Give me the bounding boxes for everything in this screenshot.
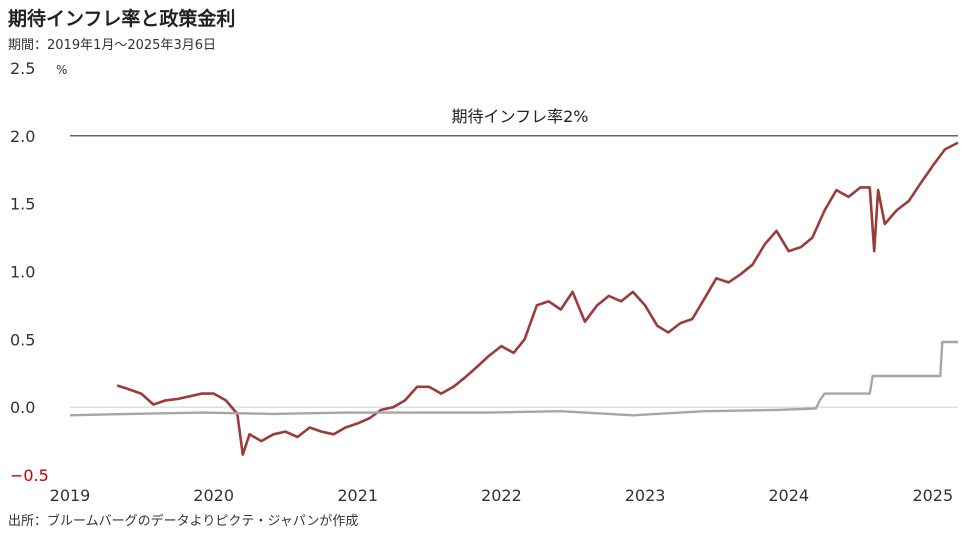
- y-tick-label: 2.5: [10, 59, 35, 78]
- series-line-policy-rate: [69, 340, 958, 417]
- reference-label: 期待インフレ率2%: [452, 107, 589, 126]
- series-lines: [69, 141, 959, 456]
- x-tick-label: 2020: [193, 486, 234, 505]
- y-tick-label: 0.5: [10, 330, 35, 349]
- y-tick-label: −0.5: [10, 466, 49, 485]
- y-tick-label: 0.0: [10, 398, 35, 417]
- series-line-expected-inflation: [116, 141, 959, 456]
- x-tick-label: 2022: [481, 486, 522, 505]
- y-tick-label: 1.0: [10, 263, 35, 282]
- x-tick-label: 2021: [337, 486, 378, 505]
- y-tick-label: 2.0: [10, 127, 35, 146]
- chart-source: 出所：ブルームバーグのデータよりピクテ・ジャパンが作成: [8, 514, 359, 529]
- x-tick-label: 2025: [912, 486, 953, 505]
- x-axis: 2019 2020 2021 2022 2023 2024 2025: [50, 486, 954, 505]
- y-unit-label: %: [56, 63, 67, 77]
- chart-period: 期間：2019年1月～2025年3月6日: [8, 38, 216, 53]
- x-tick-label: 2019: [50, 486, 91, 505]
- chart-title: 期待インフレ率と政策金利: [8, 8, 236, 30]
- y-axis: 2.5 % 2.0 1.5 1.0 0.5 0.0 −0.5: [10, 59, 67, 485]
- x-tick-label: 2023: [625, 486, 666, 505]
- x-tick-label: 2024: [768, 486, 809, 505]
- y-tick-label: 1.5: [10, 195, 35, 214]
